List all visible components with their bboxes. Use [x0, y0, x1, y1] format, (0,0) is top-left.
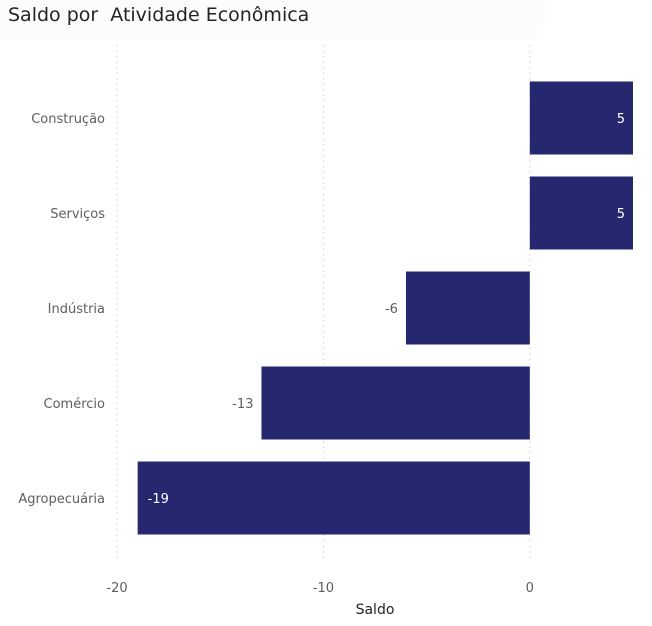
data-label: 5 [617, 112, 625, 127]
x-tick-label: 0 [526, 581, 534, 596]
bar [529, 81, 633, 155]
x-tick-label: -20 [106, 581, 127, 596]
bar [261, 366, 530, 440]
x-tick-label: -10 [313, 581, 334, 596]
bar [137, 461, 530, 535]
data-label: -19 [148, 492, 169, 507]
category-label: Indústria [48, 302, 105, 317]
data-labels: 5 5 -6 -13 -19 [148, 112, 625, 507]
category-labels: Construção Serviços Indústria Comércio Agrop… [18, 112, 105, 507]
category-label: Agropecuária [18, 492, 105, 507]
title-background [0, 0, 545, 40]
data-label: -6 [385, 302, 398, 317]
data-label: 5 [617, 207, 625, 222]
chart-title: Saldo por Atividade Econômica [8, 4, 310, 26]
data-label: -13 [232, 397, 253, 412]
x-tick-labels: -20 -10 0 [106, 581, 534, 596]
bars [137, 81, 633, 535]
x-axis-label: Saldo [356, 602, 395, 618]
category-label: Comércio [44, 397, 106, 412]
bar [405, 271, 530, 345]
bar [529, 176, 633, 250]
category-label: Serviços [50, 207, 105, 222]
category-label: Construção [31, 112, 105, 127]
